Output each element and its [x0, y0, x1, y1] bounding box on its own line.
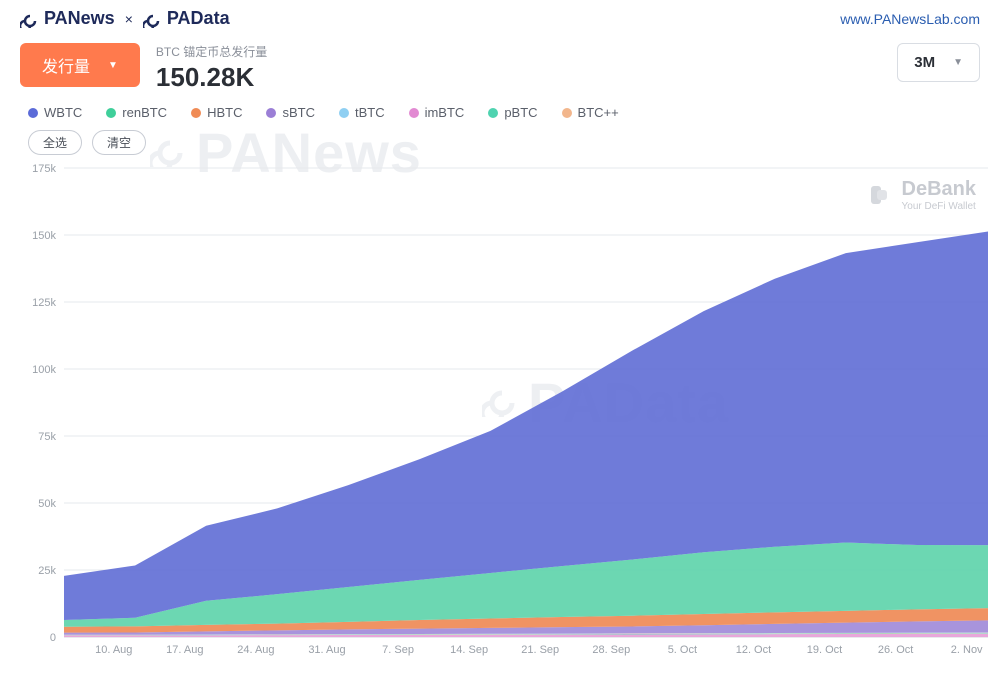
- svg-text:175k: 175k: [32, 163, 56, 175]
- legend-label: HBTC: [207, 105, 242, 120]
- time-range-select[interactable]: 3M ▼: [897, 43, 980, 82]
- legend-label: sBTC: [282, 105, 315, 120]
- page-header: PANews × PAData www.PANewsLab.com: [0, 0, 1000, 33]
- legend-item[interactable]: WBTC: [28, 105, 82, 120]
- svg-text:10. Aug: 10. Aug: [95, 644, 132, 656]
- metric-label: BTC 锚定币总发行量: [156, 43, 267, 60]
- legend-dot: [266, 108, 276, 118]
- legend-dot: [409, 108, 419, 118]
- legend-item[interactable]: HBTC: [191, 105, 242, 120]
- legend-item[interactable]: pBTC: [488, 105, 537, 120]
- legend-label: renBTC: [122, 105, 167, 120]
- brand-padata-text: PAData: [167, 8, 230, 29]
- legend-item[interactable]: tBTC: [339, 105, 385, 120]
- site-url: www.PANewsLab.com: [840, 11, 980, 27]
- legend-dot: [339, 108, 349, 118]
- legend-label: WBTC: [44, 105, 82, 120]
- legend-label: tBTC: [355, 105, 385, 120]
- svg-text:5. Oct: 5. Oct: [668, 644, 697, 656]
- metric-dropdown-label: 发行量: [42, 53, 90, 77]
- chevron-down-icon: ▼: [953, 57, 963, 68]
- legend-item[interactable]: BTC++: [562, 105, 619, 120]
- brand-block: PANews × PAData: [20, 8, 230, 29]
- svg-text:150k: 150k: [32, 230, 56, 242]
- filter-row: 全选 清空: [0, 126, 1000, 155]
- metric-dropdown[interactable]: 发行量 ▼: [20, 43, 140, 87]
- svg-text:24. Aug: 24. Aug: [237, 644, 274, 656]
- legend-label: pBTC: [504, 105, 537, 120]
- metric-block: BTC 锚定币总发行量 150.28K: [156, 43, 267, 93]
- svg-text:50k: 50k: [38, 498, 56, 510]
- link-icon: [20, 12, 40, 26]
- svg-text:31. Aug: 31. Aug: [308, 644, 345, 656]
- stacked-area-chart: 0 25k 50k 75k 100k 125k 150k 175k 10. Aug 17. Aug…: [20, 160, 992, 665]
- metric-value: 150.28K: [156, 62, 267, 93]
- svg-text:100k: 100k: [32, 364, 56, 376]
- svg-text:2. Nov: 2. Nov: [951, 644, 983, 656]
- svg-text:17. Aug: 17. Aug: [166, 644, 203, 656]
- svg-text:26. Oct: 26. Oct: [878, 644, 913, 656]
- legend-dot: [488, 108, 498, 118]
- link-icon: [143, 12, 163, 26]
- chart-area: 0 25k 50k 75k 100k 125k 150k 175k 10. Aug 17. Aug…: [20, 160, 992, 665]
- controls-row: 发行量 ▼ BTC 锚定币总发行量 150.28K 3M ▼: [0, 33, 1000, 93]
- brand-panews-text: PANews: [44, 8, 115, 29]
- legend-dot: [562, 108, 572, 118]
- svg-text:28. Sep: 28. Sep: [592, 644, 630, 656]
- legend-item[interactable]: renBTC: [106, 105, 167, 120]
- svg-text:0: 0: [50, 632, 56, 644]
- time-range-label: 3M: [914, 54, 935, 71]
- svg-text:75k: 75k: [38, 431, 56, 443]
- legend-label: imBTC: [425, 105, 465, 120]
- legend-dot: [28, 108, 38, 118]
- brand-panews: PANews: [20, 8, 115, 29]
- brand-separator: ×: [125, 11, 133, 27]
- svg-text:125k: 125k: [32, 297, 56, 309]
- svg-text:21. Sep: 21. Sep: [521, 644, 559, 656]
- legend-label: BTC++: [578, 105, 619, 120]
- brand-padata: PAData: [143, 8, 230, 29]
- svg-text:14. Sep: 14. Sep: [450, 644, 488, 656]
- legend: WBTC renBTC HBTC sBTC tBTC imBTC pBTC BTC++: [0, 93, 1000, 126]
- svg-text:12. Oct: 12. Oct: [736, 644, 771, 656]
- chevron-down-icon: ▼: [108, 60, 118, 71]
- select-all-button[interactable]: 全选: [28, 130, 82, 155]
- legend-item[interactable]: sBTC: [266, 105, 315, 120]
- clear-button[interactable]: 清空: [92, 130, 146, 155]
- legend-dot: [106, 108, 116, 118]
- svg-text:19. Oct: 19. Oct: [807, 644, 842, 656]
- legend-dot: [191, 108, 201, 118]
- svg-text:7. Sep: 7. Sep: [382, 644, 414, 656]
- legend-item[interactable]: imBTC: [409, 105, 465, 120]
- svg-text:25k: 25k: [38, 565, 56, 577]
